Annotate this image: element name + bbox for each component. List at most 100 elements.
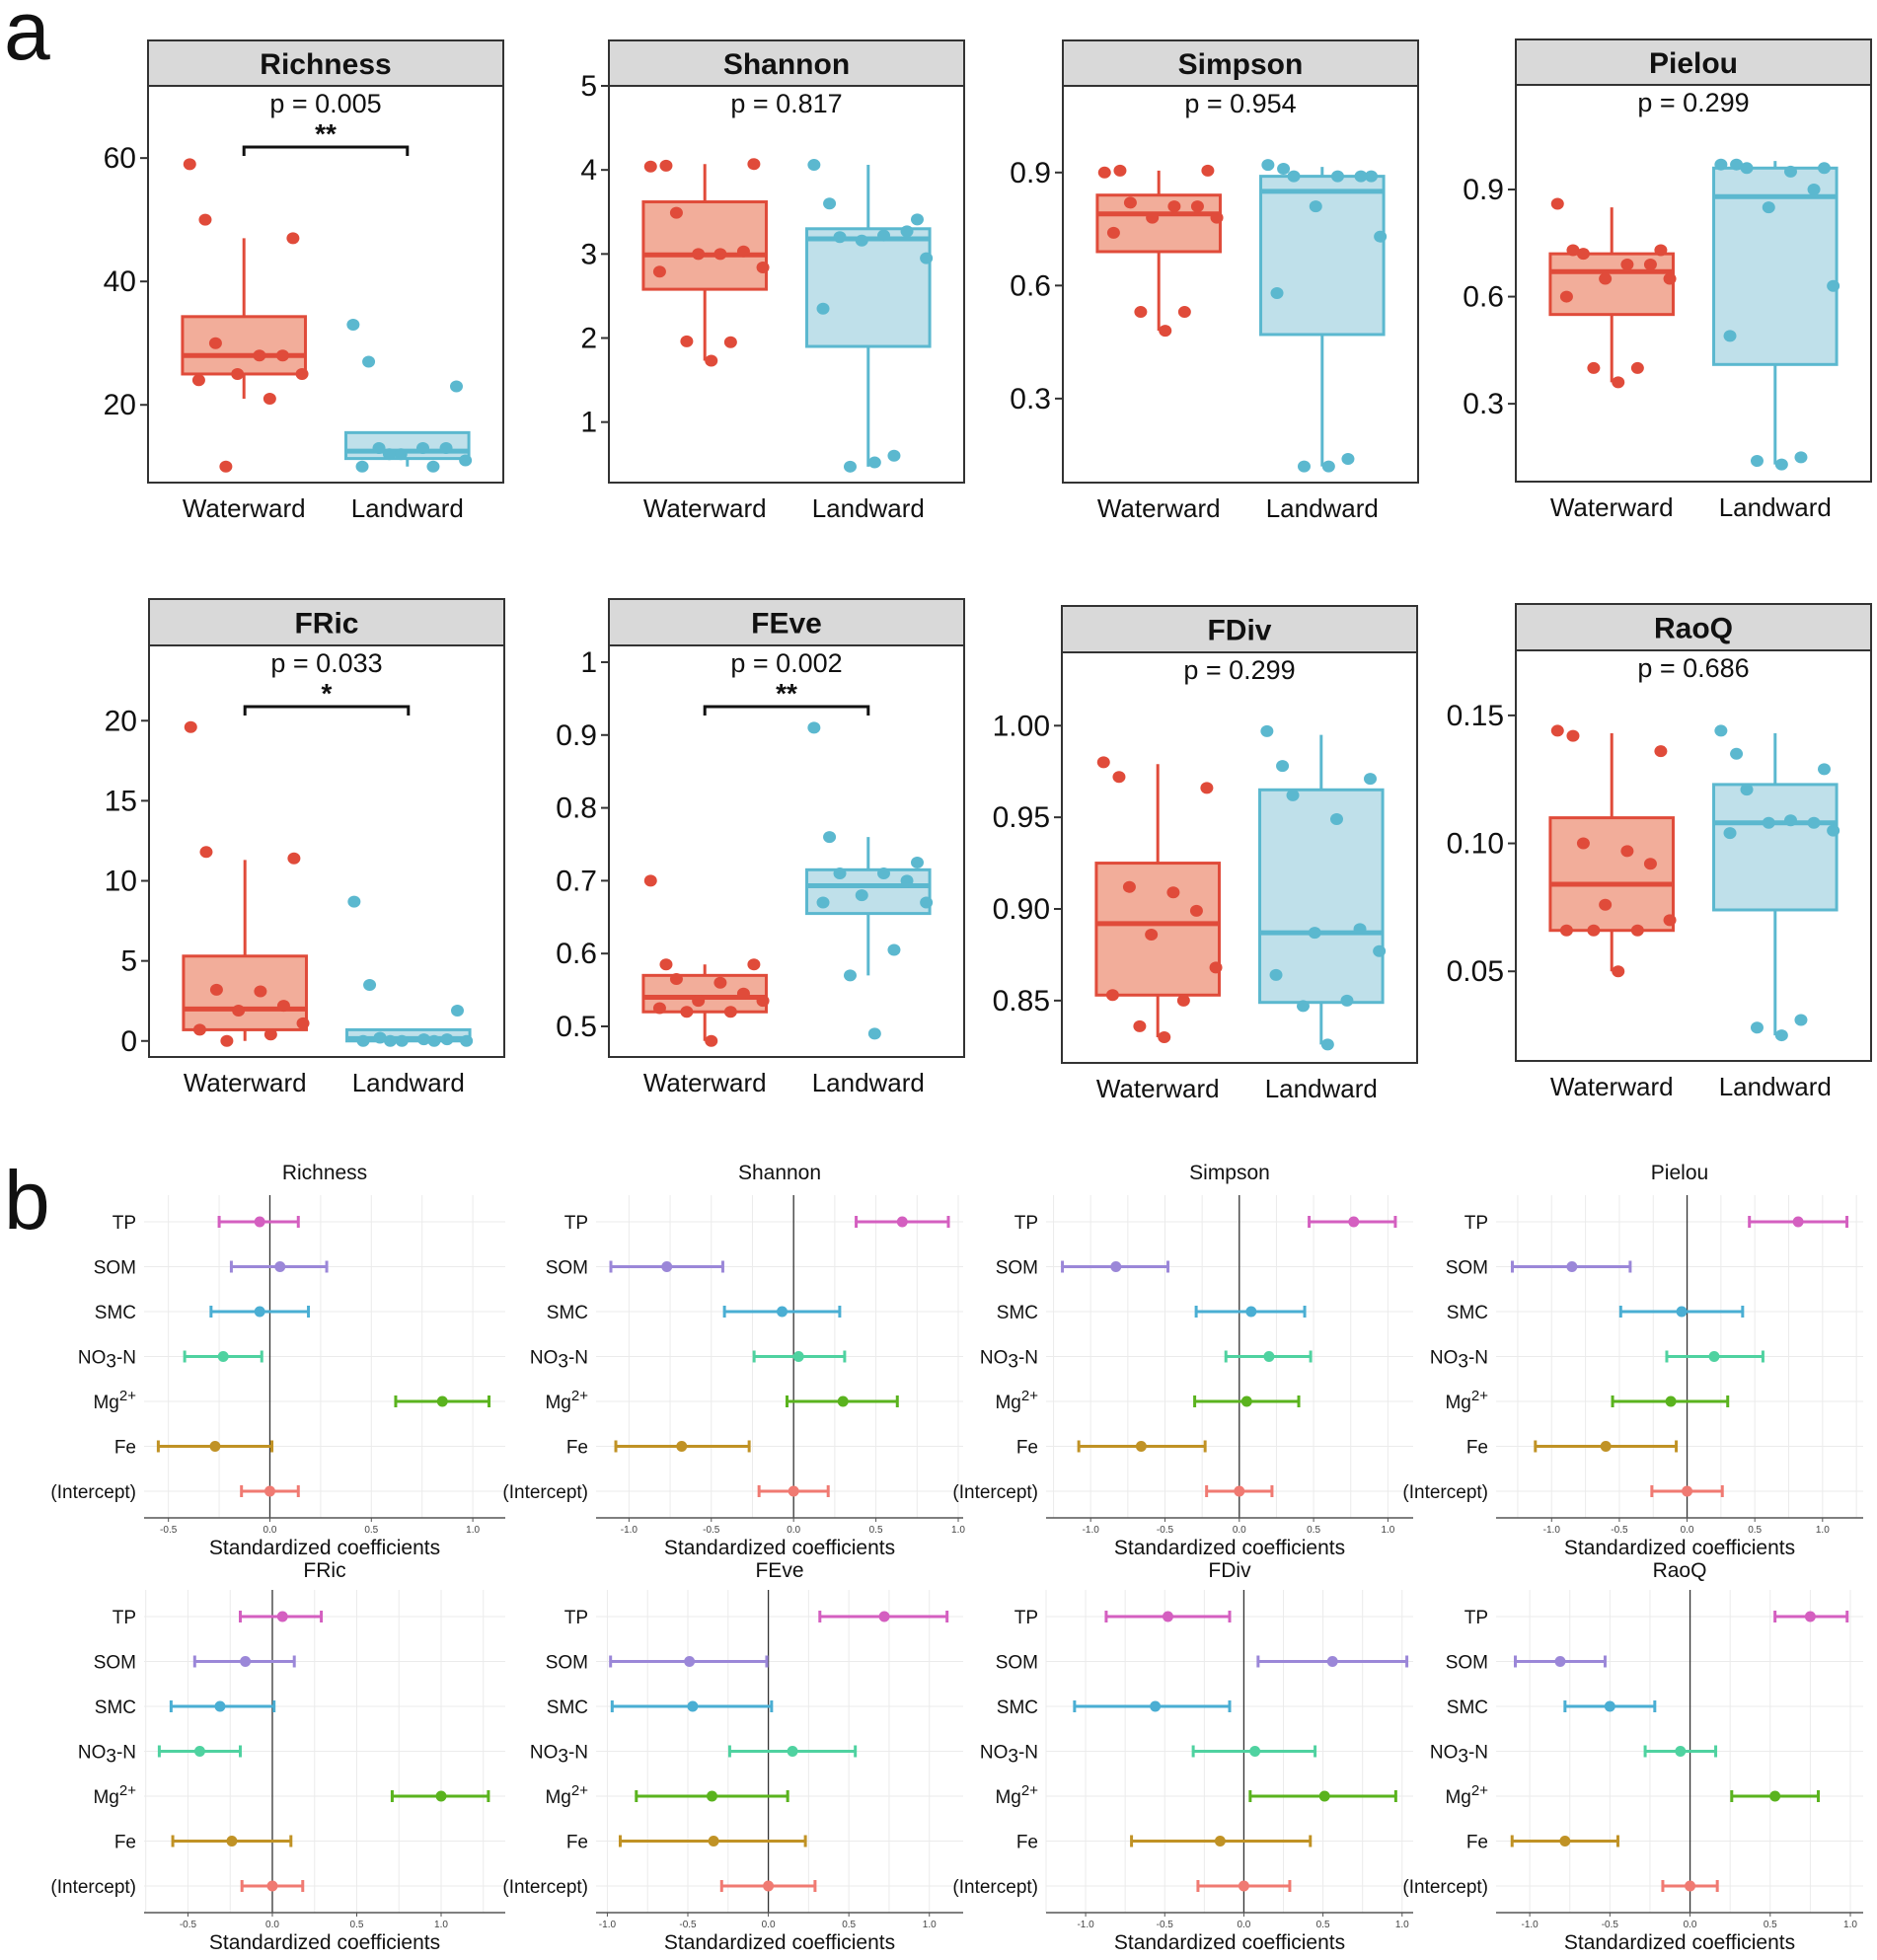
series-landward <box>805 721 934 1040</box>
x-axis-title: Standardized coefficients <box>664 1537 895 1559</box>
strip-header <box>608 598 965 646</box>
x-category-label: Waterward <box>1096 1074 1220 1103</box>
data-point <box>1260 724 1274 737</box>
data-point <box>191 374 205 387</box>
estimate-point-som <box>1566 1261 1578 1272</box>
data-point <box>692 995 706 1008</box>
data-point <box>220 1034 234 1047</box>
term-label-som: SOM <box>546 1653 588 1674</box>
estimate-point-no3-n <box>792 1351 804 1362</box>
data-point <box>1105 989 1119 1002</box>
estimate-point-fe <box>1600 1441 1612 1452</box>
estimate-point-tp <box>1348 1216 1360 1228</box>
estimate-point-no3-n <box>787 1746 798 1757</box>
data-point <box>736 245 750 258</box>
x-tick-label: 0.0 <box>263 1525 277 1536</box>
coef-title: Simpson <box>1189 1162 1270 1184</box>
term-label-fe: Fe <box>114 1833 136 1853</box>
significance-bracket <box>243 705 411 716</box>
strip-title: FDiv <box>1207 615 1271 647</box>
strip-title: FEve <box>751 608 822 641</box>
term-label-tp: TP <box>564 1213 588 1234</box>
estimate-point-som <box>1554 1656 1566 1667</box>
estimate-point-smc <box>1604 1700 1615 1712</box>
data-point <box>900 874 914 887</box>
y-tick-label: 0.10 <box>1447 828 1504 861</box>
x-category-label: Waterward <box>1097 493 1221 523</box>
data-point <box>705 1034 718 1047</box>
box-iqr <box>1258 788 1385 1005</box>
x-category-label: Waterward <box>183 493 306 523</box>
coef-title: Shannon <box>738 1162 821 1184</box>
x-tick-label: -0.5 <box>160 1525 178 1536</box>
estimate-point-mg2 <box>436 1395 448 1407</box>
y-tick-label: 0.6 <box>1463 281 1504 314</box>
data-point <box>1261 159 1275 172</box>
estimate-point-intercept <box>263 1485 275 1497</box>
y-tick-label: 0.15 <box>1447 700 1504 732</box>
data-point <box>219 460 233 473</box>
x-tick-label: 0.0 <box>1681 1525 1694 1536</box>
data-point <box>1146 211 1160 224</box>
estimate-point-fe <box>226 1836 238 1847</box>
series-landward <box>1712 158 1840 471</box>
p-value-label: p = 0.033 <box>270 648 382 678</box>
coef-panel-raoq: RaoQ -1.0 -0.5 0.0 0.5 1.0 Standardized coeffi… <box>1402 1559 1863 1954</box>
y-tick-label: 0.9 <box>556 719 597 752</box>
significance-bracket <box>242 145 410 156</box>
x-tick-label: 0.0 <box>1233 1525 1246 1536</box>
data-point <box>1123 196 1137 209</box>
strip-title: Pielou <box>1649 47 1738 80</box>
term-label-som: SOM <box>1446 1258 1488 1279</box>
data-point <box>346 318 360 331</box>
estimate-point-fe <box>209 1441 221 1452</box>
x-tick-label: -1.0 <box>1077 1920 1094 1930</box>
data-point <box>1550 724 1564 737</box>
x-category-label: Landward <box>1719 492 1832 522</box>
estimate-point-mg2 <box>1318 1790 1330 1802</box>
significance-stars: ** <box>315 118 337 149</box>
term-label-som: SOM <box>1446 1653 1488 1674</box>
data-point <box>1106 226 1120 239</box>
boxplot-panel-simpson: Simpson 0.3 0.6 0.9 Waterward Landward p = 0.9… <box>1010 39 1419 523</box>
x-category-label: Landward <box>812 493 925 523</box>
coef-panel-richness: Richness -0.5 0.0 0.5 1.0 Standardized coeffi… <box>50 1162 505 1559</box>
data-point <box>1210 211 1224 224</box>
estimate-point-tp <box>276 1611 288 1622</box>
x-tick-label: 1.0 <box>466 1525 480 1536</box>
y-tick-label: 0 <box>120 1025 137 1058</box>
data-point <box>680 335 694 347</box>
x-axis-title: Standardized coefficients <box>1114 1931 1345 1954</box>
estimate-point-smc <box>254 1306 265 1318</box>
strip-header <box>1062 39 1419 87</box>
x-category-label: Landward <box>812 1068 925 1097</box>
estimate-point-no3-n <box>217 1351 229 1362</box>
data-point <box>1363 773 1377 786</box>
x-category-label: Landward <box>1265 1074 1378 1103</box>
term-label-fe: Fe <box>1016 1833 1038 1853</box>
data-point <box>643 160 657 173</box>
data-point <box>1827 824 1840 837</box>
data-point <box>1576 837 1590 850</box>
data-point <box>1190 200 1204 213</box>
data-point <box>1286 789 1300 801</box>
data-point <box>1643 259 1657 271</box>
y-tick-label: 0.5 <box>556 1011 597 1043</box>
data-point <box>1364 170 1378 183</box>
y-tick-label: 40 <box>104 265 136 298</box>
strip-title: RaoQ <box>1654 613 1733 645</box>
data-point <box>1096 756 1110 769</box>
boxplot-panel-fric: FRic 0 5 10 15 20 Waterward Landward p = 0.033* <box>105 598 505 1097</box>
data-point <box>1167 200 1181 213</box>
data-point <box>807 159 821 172</box>
data-point <box>275 349 289 362</box>
data-point <box>460 1034 474 1047</box>
estimate-point-tp <box>1792 1216 1804 1228</box>
term-label-fe: Fe <box>1466 1438 1488 1459</box>
data-point <box>1145 929 1159 941</box>
series-waterward <box>641 158 770 367</box>
x-category-label: Waterward <box>1550 492 1674 522</box>
data-point <box>887 449 901 462</box>
x-tick-label: 0.5 <box>364 1525 378 1536</box>
